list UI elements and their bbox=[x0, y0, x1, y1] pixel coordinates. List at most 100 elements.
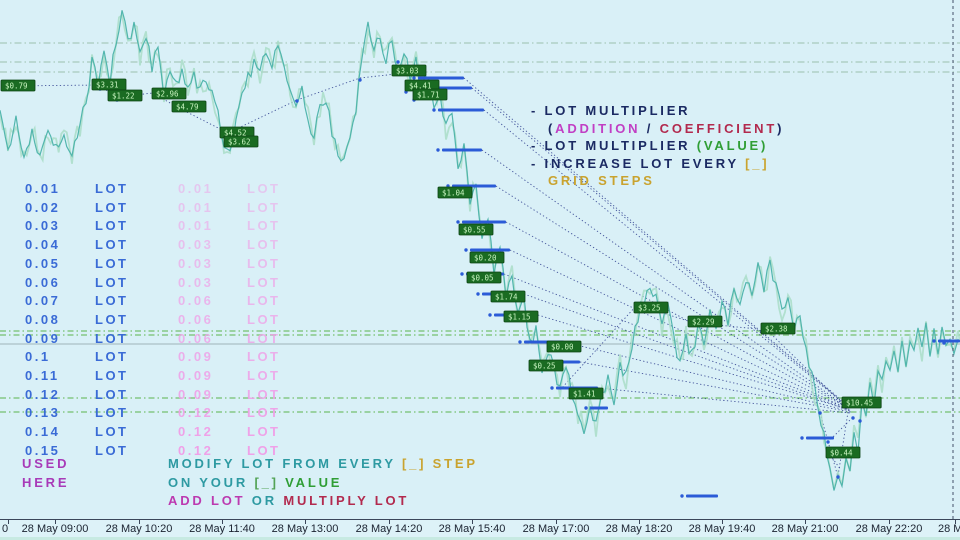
trade-connector-line bbox=[509, 249, 849, 410]
order-level-line[interactable] bbox=[938, 339, 960, 343]
annotation-line: GRID STEPS bbox=[531, 172, 784, 190]
annotation-line: USED bbox=[22, 455, 69, 474]
annotation-line: HERE bbox=[22, 474, 69, 493]
svg-text:$3.31: $3.31 bbox=[96, 81, 119, 90]
time-axis-label: 28 May 17:00 bbox=[522, 523, 590, 535]
lot-table-row: 0.01 LOT 0.01 LOT bbox=[0, 181, 320, 200]
lot-value-pink: 0.06 bbox=[178, 330, 214, 346]
annotation-text-segment: ON YOUR bbox=[168, 474, 255, 490]
lot-table-row: 0.06 LOT 0.03 LOT bbox=[0, 275, 320, 294]
annotation-text-segment: ( bbox=[548, 120, 556, 136]
lot-value-blue: 0.06 bbox=[25, 274, 61, 290]
trade-point-marker bbox=[460, 272, 464, 276]
annotation-text-segment: [_] bbox=[745, 155, 770, 171]
lot-value-pink: 0.01 bbox=[178, 181, 214, 196]
lot-suffix: LOT bbox=[95, 349, 129, 365]
trade-connector-line bbox=[537, 314, 851, 411]
lot-suffix: LOT bbox=[95, 368, 129, 383]
trade-connector-line bbox=[559, 305, 637, 391]
order-level-line[interactable] bbox=[590, 406, 608, 410]
trade-connector-line bbox=[579, 361, 852, 413]
annotation-text-segment: - LOT MULTIPLIER bbox=[531, 138, 697, 153]
lot-value-pink: 0.12 bbox=[178, 424, 214, 440]
axis-tick bbox=[556, 520, 557, 524]
annotation-line: ADD LOT OR MULTIPLY LOT bbox=[168, 492, 478, 511]
order-level-line[interactable] bbox=[442, 148, 482, 152]
trade-price-label: $3.62 bbox=[223, 135, 259, 148]
order-level-line[interactable] bbox=[462, 220, 506, 224]
lot-value-blue: 0.04 bbox=[25, 237, 61, 253]
trade-price-label: $0.20 bbox=[469, 251, 505, 264]
lot-value-blue: 0.07 bbox=[25, 293, 61, 309]
svg-text:$1.74: $1.74 bbox=[495, 293, 518, 302]
lot-table-row: 0.04 LOT 0.03 LOT bbox=[0, 237, 320, 256]
annotation-text-segment: [_] bbox=[254, 474, 286, 490]
lot-value-pink: 0.03 bbox=[178, 237, 214, 253]
lot-value-blue: 0.09 bbox=[25, 330, 61, 346]
lot-table-row: 0.03 LOT 0.01 LOT bbox=[0, 218, 320, 237]
lot-suffix: LOT bbox=[247, 368, 281, 383]
svg-text:$10.45: $10.45 bbox=[846, 399, 873, 408]
trade-point-marker bbox=[436, 148, 440, 152]
trade-connector-line bbox=[563, 341, 851, 412]
lot-value-pink: 0.06 bbox=[178, 293, 214, 309]
trade-point-marker bbox=[584, 406, 588, 410]
lot-value-pink: 0.12 bbox=[178, 442, 214, 458]
lot-suffix: LOT bbox=[247, 199, 281, 215]
trade-point-marker bbox=[680, 494, 684, 498]
trade-price-label: $1.22 bbox=[107, 89, 143, 102]
svg-text:$1.15: $1.15 bbox=[508, 313, 531, 322]
lot-value-pink: 0.09 bbox=[178, 349, 214, 365]
svg-text:$0.05: $0.05 bbox=[471, 274, 494, 283]
axis-tick bbox=[8, 520, 9, 524]
trade-point-marker bbox=[456, 220, 460, 224]
trade-connector-line bbox=[597, 387, 852, 414]
trade-connector-line bbox=[483, 109, 848, 407]
time-axis-label: 28 May 21:00 bbox=[771, 523, 839, 535]
lot-value-pink: 0.09 bbox=[178, 386, 214, 402]
lot-value-blue: 0.1 bbox=[25, 349, 51, 365]
svg-text:$0.20: $0.20 bbox=[474, 254, 497, 263]
order-level-line[interactable] bbox=[470, 248, 510, 252]
annotation-line: ON YOUR [_] VALUE bbox=[168, 474, 478, 493]
lot-table-row: 0.05 LOT 0.03 LOT bbox=[0, 256, 320, 275]
trade-point-marker bbox=[518, 340, 522, 344]
order-level-line[interactable] bbox=[806, 436, 834, 440]
lot-table-row: 0.07 LOT 0.06 LOT bbox=[0, 293, 320, 312]
lot-value-blue: 0.08 bbox=[25, 311, 61, 327]
order-level-line[interactable] bbox=[438, 108, 484, 112]
trade-point-marker bbox=[488, 313, 492, 317]
lot-suffix: LOT bbox=[247, 274, 281, 290]
svg-text:$1.71: $1.71 bbox=[417, 91, 440, 100]
lot-value-pink: 0.01 bbox=[178, 218, 214, 234]
lot-suffix: LOT bbox=[95, 405, 129, 421]
axis-tick bbox=[305, 520, 306, 524]
trade-price-label: $1.04 bbox=[437, 186, 473, 199]
order-level-line[interactable] bbox=[418, 76, 464, 80]
trade-connector-line bbox=[495, 185, 849, 409]
trade-price-label: $1.71 bbox=[412, 88, 448, 101]
trade-point-marker bbox=[826, 440, 830, 444]
price-chart-canvas[interactable]: $0.79 $3.31 $1.22 $2.96 $4.79 $4.52$3.62 $3.03… bbox=[0, 0, 960, 519]
axis-tick bbox=[889, 520, 890, 524]
lot-value-blue: 0.01 bbox=[25, 181, 61, 196]
lot-suffix: LOT bbox=[95, 181, 129, 196]
lot-value-blue: 0.15 bbox=[25, 442, 61, 458]
annotation-text-segment: GRID STEPS bbox=[548, 173, 655, 188]
annotation-text-segment: / bbox=[640, 120, 660, 136]
svg-text:$2.29: $2.29 bbox=[692, 318, 715, 327]
trade-price-label: $0.55 bbox=[458, 223, 494, 236]
lot-suffix: LOT bbox=[95, 293, 129, 309]
lot-table-row: 0.11 LOT 0.09 LOT bbox=[0, 368, 320, 387]
trade-point-marker bbox=[942, 341, 946, 345]
trade-price-label: $4.79 bbox=[171, 100, 207, 113]
time-axis[interactable]: 0 28 May 09:00 28 May 10:20 28 May 11:40 28 … bbox=[0, 519, 960, 537]
lot-suffix: LOT bbox=[95, 199, 129, 215]
time-axis-label: 28 M bbox=[938, 523, 960, 535]
lot-value-pink: 0.03 bbox=[178, 255, 214, 271]
annotation-line: - INCREASE LOT EVERY [_] bbox=[531, 155, 784, 173]
order-level-line[interactable] bbox=[686, 494, 718, 498]
axis-tick bbox=[389, 520, 390, 524]
lot-table-row: 0.1 LOT 0.09 LOT bbox=[0, 349, 320, 368]
trade-price-label: $2.29 bbox=[687, 315, 723, 328]
